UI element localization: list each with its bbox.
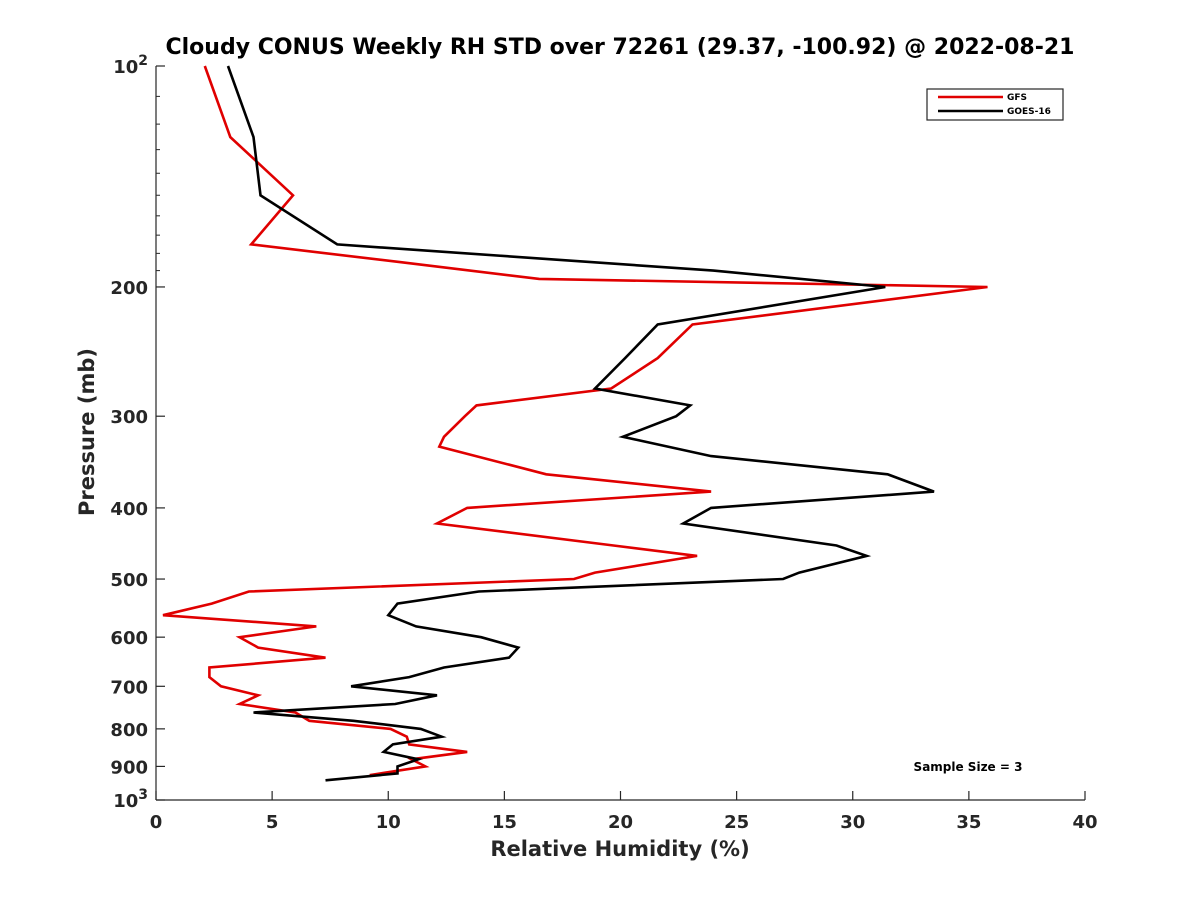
x-tick-label: 35: [956, 812, 981, 833]
y-tick-label: 400: [110, 499, 148, 520]
x-axis-label: Relative Humidity (%): [490, 837, 749, 861]
series-line-gfs: [162, 65, 988, 777]
y-tick-label: 700: [110, 677, 148, 698]
x-tick-label: 15: [492, 812, 517, 833]
y-tick-label: 200: [110, 278, 148, 299]
legend-label: GFS: [1007, 93, 1027, 103]
sample-size-annotation: Sample Size = 3: [914, 760, 1023, 774]
y-axis-label: Pressure (mb): [75, 348, 99, 516]
x-tick-label: 20: [608, 812, 633, 833]
axes: 0 5 10 15 20 25 30 35 40 102 200 300 400 500 600 700 800…: [110, 53, 1097, 833]
y-tick-label: 103: [113, 787, 148, 812]
y-tick-label: 800: [110, 720, 148, 741]
legend-label: GOES-16: [1007, 107, 1051, 117]
x-tick-label: 30: [840, 812, 865, 833]
y-tick-label: 300: [110, 407, 148, 428]
legend: GFS GOES-16: [926, 88, 1064, 121]
x-tick-label: 10: [376, 812, 401, 833]
series-lines: [162, 65, 988, 782]
y-tick-label: 600: [110, 628, 148, 649]
legend-box: [926, 88, 1064, 121]
y-tick-label: 102: [113, 53, 148, 78]
x-tick-label: 0: [150, 812, 163, 833]
x-tick-label: 5: [266, 812, 279, 833]
y-tick-label: 900: [110, 757, 148, 778]
series-line-goes-16: [226, 65, 935, 782]
x-tick-label: 25: [724, 812, 749, 833]
chart-title: Cloudy CONUS Weekly RH STD over 72261 (2…: [166, 35, 1075, 60]
x-tick-label: 40: [1072, 812, 1097, 833]
y-tick-label: 500: [110, 570, 148, 591]
